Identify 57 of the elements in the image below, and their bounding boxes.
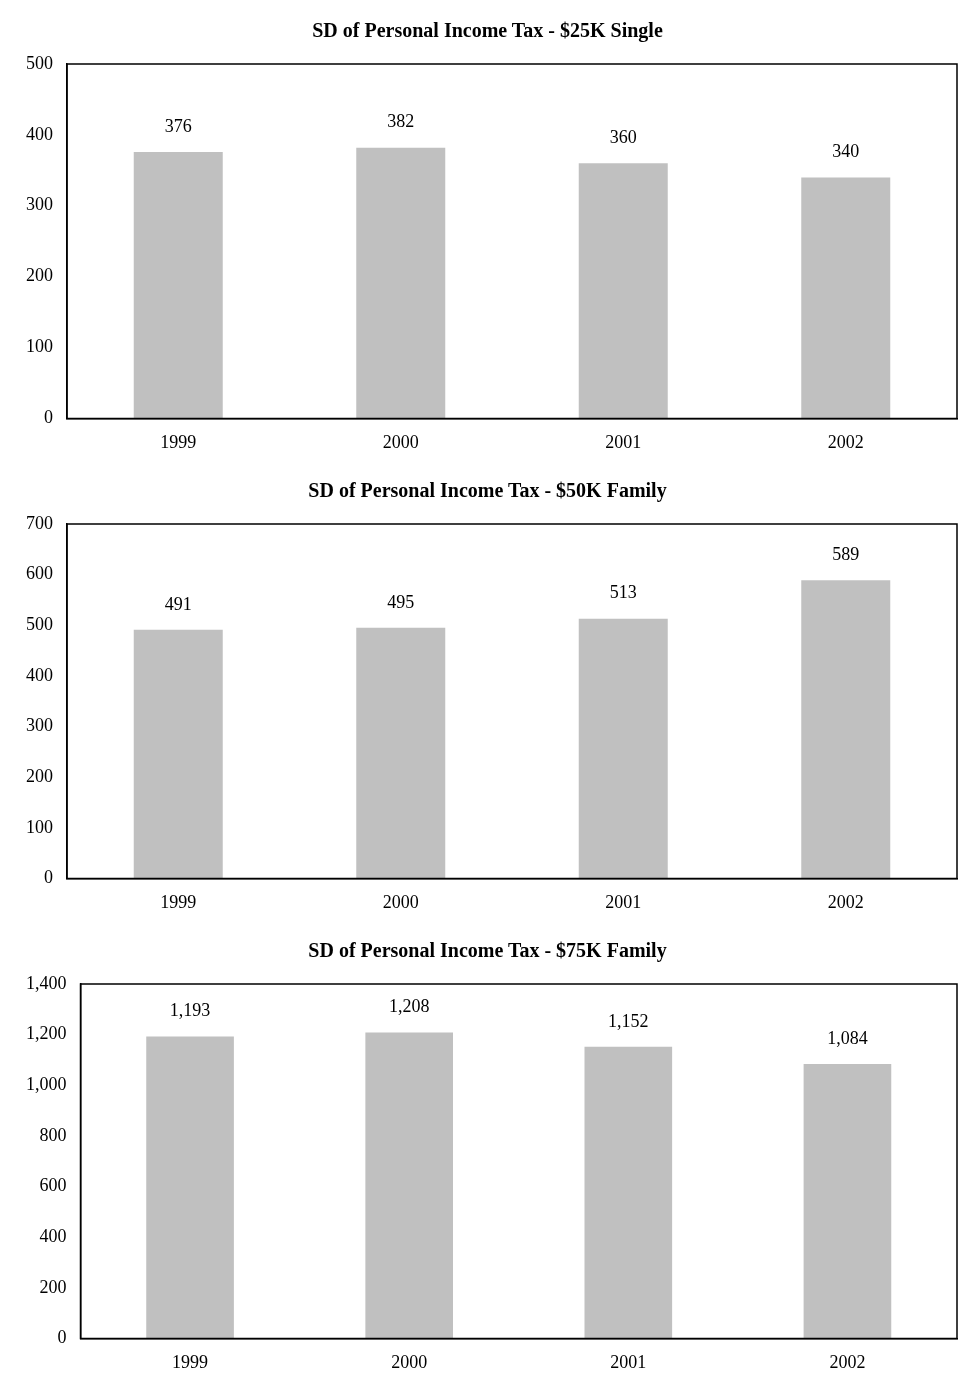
y-tick-label: 400: [26, 664, 53, 685]
data-label: 360: [609, 126, 637, 147]
bar: [584, 1046, 673, 1339]
x-tick-label: 1999: [160, 891, 197, 912]
y-tick-label: 0: [44, 867, 53, 888]
y-tick-label: 100: [26, 336, 53, 357]
bar: [801, 580, 891, 879]
bar: [365, 1032, 454, 1339]
bar: [133, 629, 223, 879]
y-tick-label: 500: [26, 52, 53, 73]
x-tick-label: 2000: [391, 1351, 428, 1372]
data-label: 491: [164, 593, 192, 614]
x-tick-label: 2000: [382, 891, 419, 912]
y-tick-label: 100: [26, 816, 53, 837]
x-tick-label: 2001: [610, 1351, 647, 1372]
y-tick-label: 0: [57, 1327, 67, 1348]
data-label: 340: [832, 141, 860, 162]
bar: [578, 618, 668, 879]
y-tick-label: 1,400: [26, 972, 67, 993]
data-label: 495: [387, 591, 415, 612]
y-tick-label: 300: [26, 194, 53, 215]
x-tick-label: 2001: [605, 891, 642, 912]
y-tick-label: 400: [26, 123, 53, 144]
x-tick-label: 2002: [827, 891, 864, 912]
x-tick-label: 1999: [172, 1351, 209, 1372]
y-tick-label: 700: [26, 512, 53, 533]
data-label: 1,084: [827, 1027, 868, 1048]
bar: [803, 1063, 892, 1339]
chart-title: SD of Personal Income Tax - $75K Family: [308, 939, 667, 963]
bar: [146, 1036, 234, 1339]
data-label: 513: [609, 582, 637, 603]
y-tick-label: 300: [26, 715, 53, 736]
x-tick-label: 2001: [605, 431, 642, 452]
y-tick-label: 1,200: [26, 1023, 67, 1044]
data-label: 376: [164, 115, 192, 136]
y-tick-label: 200: [26, 265, 53, 286]
bar: [356, 627, 446, 879]
y-tick-label: 0: [44, 407, 53, 428]
data-label: 1,208: [388, 996, 430, 1017]
y-tick-label: 500: [26, 613, 53, 634]
chart-title: SD of Personal Income Tax - $50K Family: [308, 479, 667, 503]
y-tick-label: 1,000: [26, 1073, 67, 1094]
chart-title: SD of Personal Income Tax - $25K Single: [312, 19, 663, 43]
x-tick-label: 2002: [827, 431, 864, 452]
x-tick-label: 2000: [382, 431, 419, 452]
x-tick-label: 1999: [160, 431, 197, 452]
x-tick-label: 2002: [829, 1351, 866, 1372]
y-tick-label: 600: [39, 1175, 67, 1196]
y-tick-label: 800: [39, 1124, 67, 1145]
y-tick-label: 200: [26, 765, 53, 786]
y-tick-label: 200: [39, 1276, 67, 1297]
data-label: 1,193: [169, 1000, 211, 1021]
y-tick-label: 600: [26, 563, 53, 584]
data-label: 589: [832, 543, 860, 564]
data-label: 1,152: [608, 1010, 649, 1031]
data-label: 382: [387, 111, 415, 132]
y-tick-label: 400: [39, 1225, 67, 1246]
